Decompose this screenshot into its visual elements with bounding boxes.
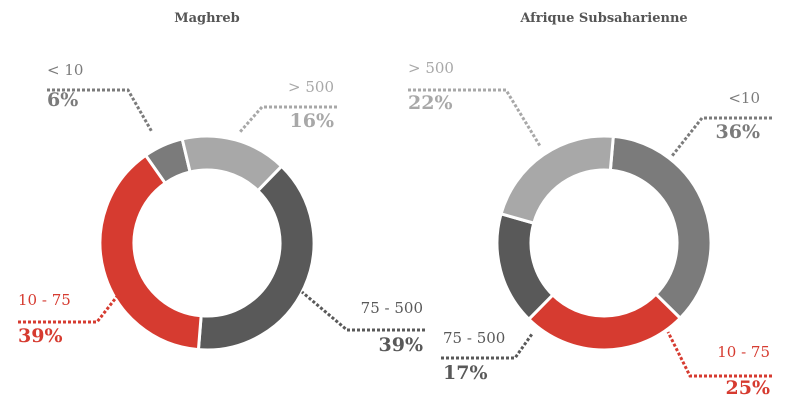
category-label: > 500 [288,78,334,96]
leader-line [18,289,124,324]
value-label: 22% [408,92,453,114]
donut-segment [526,292,683,352]
category-label: 10 - 75 [18,291,71,309]
leader-line [666,331,772,378]
leader-line [301,290,425,332]
leader-line [238,105,337,133]
chart-title: Afrique Subsaharienne [519,11,687,26]
value-label: 17% [443,362,488,384]
category-label: 75 - 500 [361,299,423,317]
category-label: 10 - 75 [717,343,770,361]
leader-line [408,88,542,147]
value-label: 39% [18,325,63,347]
donut-segment [608,134,713,321]
value-label: 16% [290,110,335,132]
donut-segment [98,153,203,352]
value-label: 36% [716,121,761,143]
category-label: < 10 [47,61,83,79]
value-label: 6% [47,89,78,111]
donut-segment [495,212,555,322]
category-label: 75 - 500 [443,329,505,347]
donut-segment [196,164,316,352]
category-label: <10 [728,89,760,107]
donut-segment [499,134,615,225]
value-label: 39% [379,334,424,356]
leader-line [670,116,772,157]
category-label: > 500 [408,59,454,77]
value-label: 25% [726,377,771,399]
leader-line [47,88,154,133]
chart-title: Maghreb [174,11,240,26]
